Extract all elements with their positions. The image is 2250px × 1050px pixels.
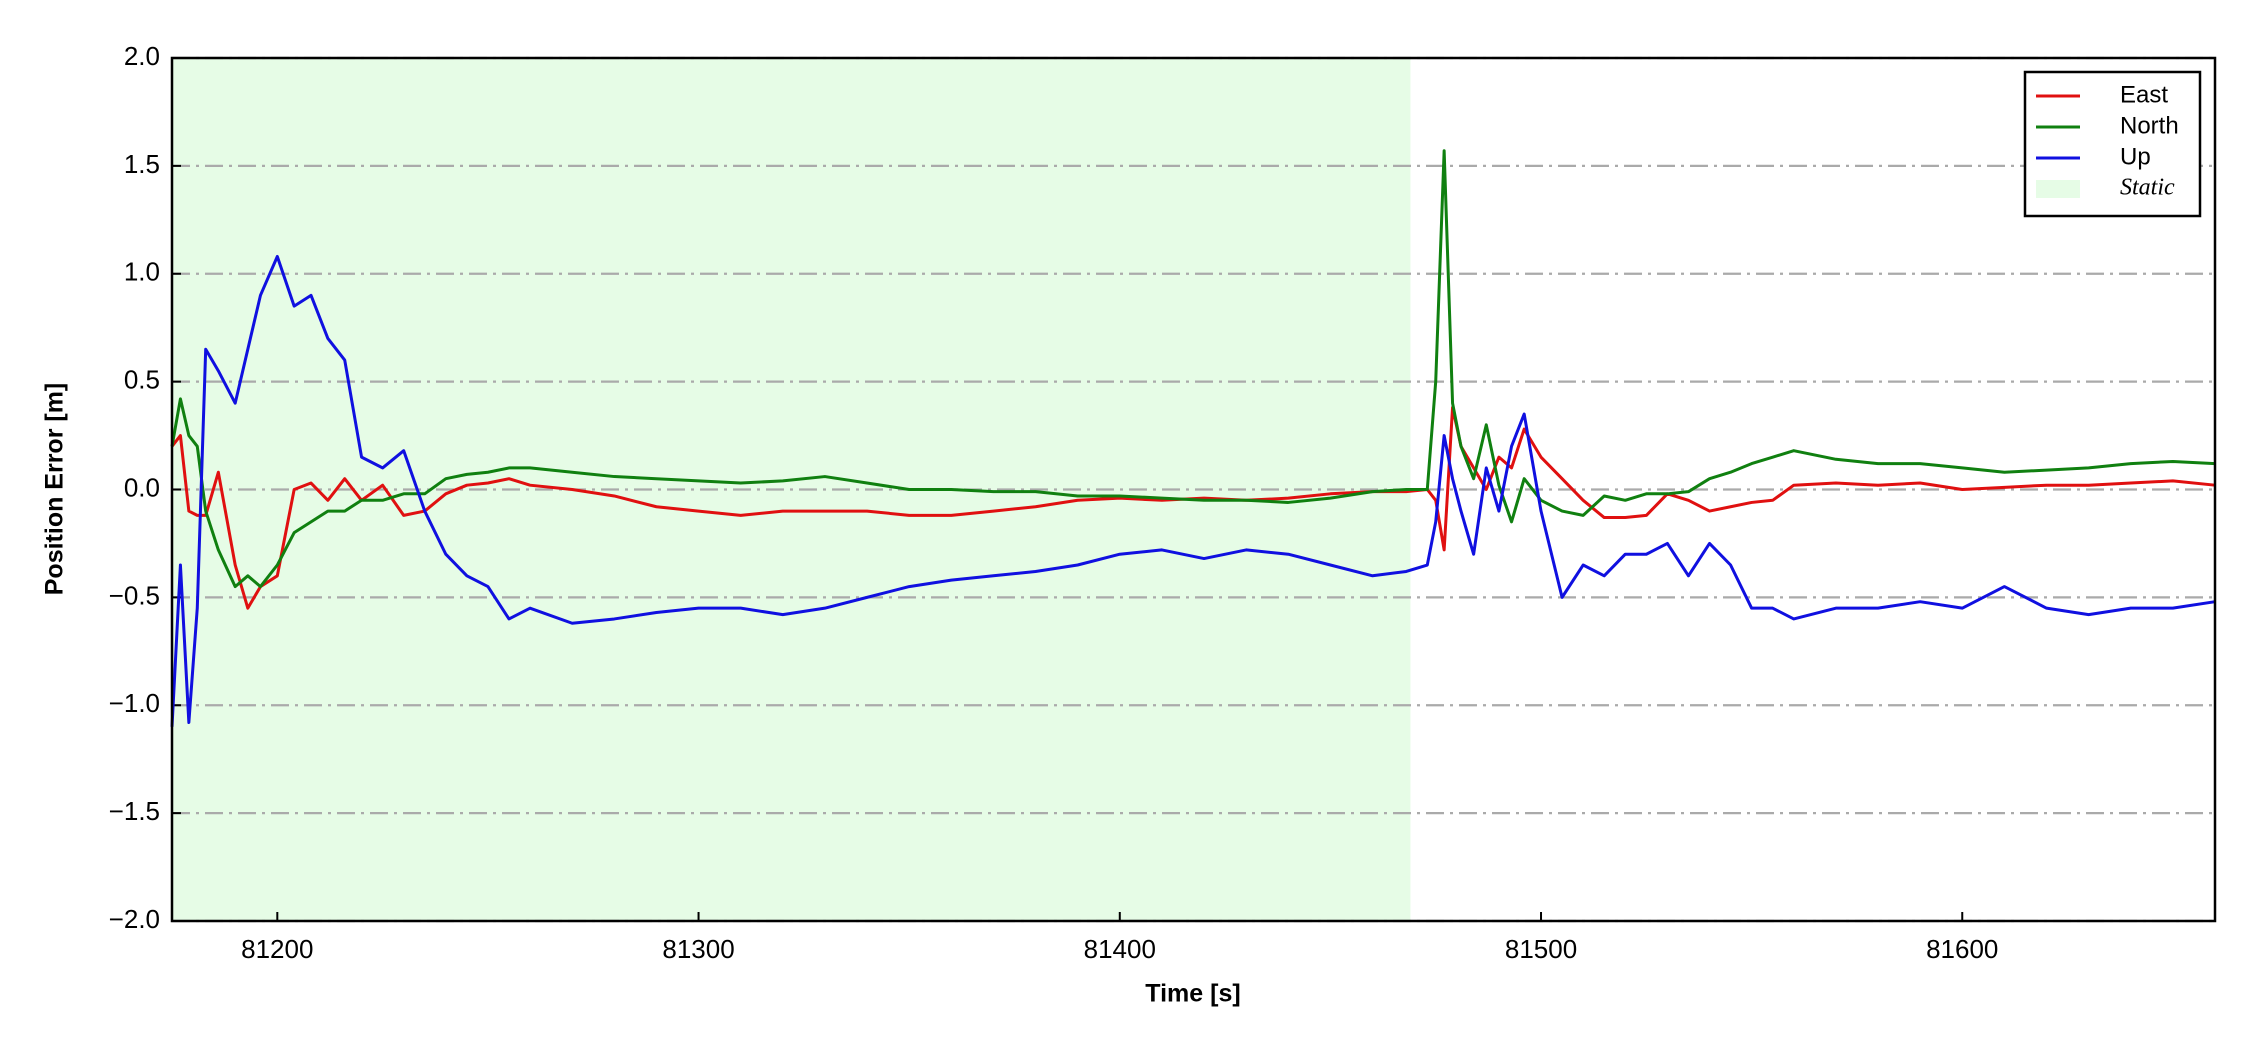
y-tick-label: 1.5 bbox=[124, 149, 160, 179]
x-axis-label: Time [s] bbox=[1145, 980, 1240, 1008]
legend-label: Up bbox=[2120, 143, 2151, 170]
x-tick-label: 81300 bbox=[662, 934, 734, 964]
y-tick-label: −0.5 bbox=[109, 580, 160, 610]
y-tick-label: 0.0 bbox=[124, 472, 160, 502]
y-tick-label: 2.0 bbox=[124, 41, 160, 71]
legend-label: North bbox=[2120, 112, 2179, 139]
plot-frame bbox=[170, 56, 2217, 923]
y-tick-label: −1.0 bbox=[109, 688, 160, 718]
y-tick-label: −2.0 bbox=[109, 904, 160, 934]
y-tick-label: 1.0 bbox=[124, 257, 160, 287]
data-line bbox=[170, 149, 2216, 589]
y-tick-label: 0.5 bbox=[124, 365, 160, 395]
data-line bbox=[170, 406, 2216, 610]
x-tick-label: 81600 bbox=[1926, 934, 1998, 964]
data-line bbox=[170, 254, 2216, 727]
y-axis-label: Position Error [m] bbox=[41, 383, 69, 596]
x-tick-label: 81400 bbox=[1084, 934, 1156, 964]
legend-swatch bbox=[2036, 180, 2080, 198]
x-tick-label: 81200 bbox=[241, 934, 313, 964]
legend-label: East bbox=[2120, 81, 2168, 108]
x-tick-label: 81500 bbox=[1505, 934, 1577, 964]
y-tick-label: −1.5 bbox=[109, 796, 160, 826]
legend-label: Static bbox=[2120, 175, 2175, 201]
